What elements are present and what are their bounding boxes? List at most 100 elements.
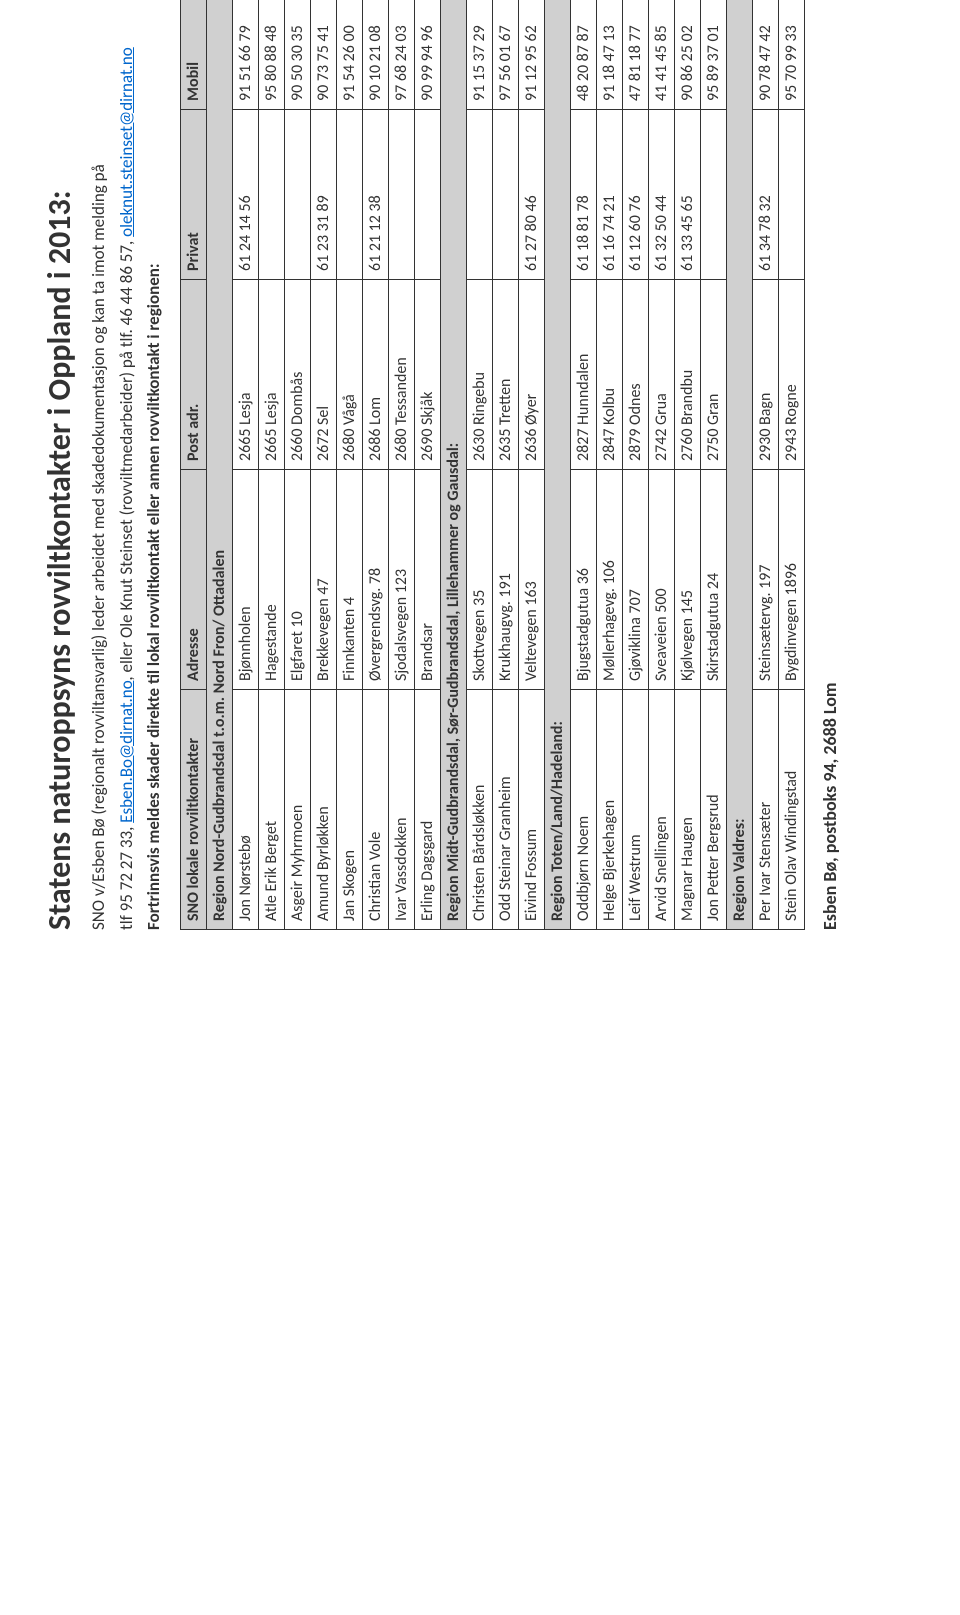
cell-name: Jan Skogen <box>336 690 362 930</box>
cell-mob: 90 10 21 08 <box>362 0 388 110</box>
cell-post: 2665 Lesja <box>258 280 284 470</box>
cell-name: Leif Westrum <box>622 690 648 930</box>
cell-name: Helge Bjerkehagen <box>596 690 622 930</box>
table-row: Christen BårdsløkkenSkottvegen 352630 Ri… <box>466 0 492 930</box>
cell-name: Odd Steinar Granheim <box>492 690 518 930</box>
cell-priv: 61 16 74 21 <box>596 110 622 280</box>
cell-post: 2660 Dombås <box>284 280 310 470</box>
cell-addr: Hagestande <box>258 470 284 690</box>
cell-name: Erling Dagsgard <box>414 690 440 930</box>
cell-mob: 41 41 45 85 <box>648 0 674 110</box>
table-row: Ivar VassdokkenSjodalsvegen 1232680 Tess… <box>388 0 414 930</box>
cell-name: Arvid Snellingen <box>648 690 674 930</box>
cell-mob: 97 68 24 03 <box>388 0 414 110</box>
cell-mob: 91 51 66 79 <box>232 0 258 110</box>
cell-priv: 61 34 78 32 <box>752 110 778 280</box>
region-header-row: Region Valdres: <box>726 0 752 930</box>
cell-post: 2636 Øyer <box>518 280 544 470</box>
region-header-row: Region Toten/Land/Hadeland: <box>544 0 570 930</box>
region-label: Region Midt-Gudbrandsdal, Sør-Gudbrandsd… <box>440 0 466 930</box>
cell-addr: Skottvegen 35 <box>466 470 492 690</box>
col-header-addr: Adresse <box>180 470 206 690</box>
cell-name: Eivind Fossum <box>518 690 544 930</box>
cell-post: 2930 Bagn <box>752 280 778 470</box>
table-header-row: SNO lokale rovviltkontakter Adresse Post… <box>180 0 206 930</box>
cell-post: 2630 Ringebu <box>466 280 492 470</box>
cell-addr: Finnkanten 4 <box>336 470 362 690</box>
cell-mob: 90 99 94 96 <box>414 0 440 110</box>
table-row: Jon Petter BergsrudSkirstadgutua 242750 … <box>700 0 726 930</box>
intro-text-b: , eller Ole Knut Steinset (rovviltmedarb… <box>116 237 137 681</box>
cell-mob: 48 20 87 87 <box>570 0 596 110</box>
cell-priv: 61 27 80 46 <box>518 110 544 280</box>
cell-post: 2750 Gran <box>700 280 726 470</box>
cell-mob: 47 81 18 77 <box>622 0 648 110</box>
table-row: Leif WestrumGjøviklina 7072879 Odnes61 1… <box>622 0 648 930</box>
table-row: Stein Olav WindingstadBygdinvegen 189629… <box>778 0 804 930</box>
cell-addr: Krukhaugvg. 191 <box>492 470 518 690</box>
cell-priv <box>388 110 414 280</box>
cell-post: 2680 Vågå <box>336 280 362 470</box>
cell-priv <box>414 110 440 280</box>
table-row: Arvid SnellingenSveaveien 5002742 Grua61… <box>648 0 674 930</box>
col-header-priv: Privat <box>180 110 206 280</box>
cell-addr: Steinsætervg. 197 <box>752 470 778 690</box>
table-row: Jan SkogenFinnkanten 42680 Vågå 91 54 26 … <box>336 0 362 930</box>
cell-post: 2690 Skjåk <box>414 280 440 470</box>
table-row: Eivind FossumVeltevegen 1632636 Øyer61 2… <box>518 0 544 930</box>
region-label: Region Valdres: <box>726 0 752 930</box>
col-header-mob: Mobil <box>180 0 206 110</box>
cell-post: 2760 Brandbu <box>674 280 700 470</box>
cell-mob: 91 18 47 13 <box>596 0 622 110</box>
cell-post: 2686 Lom <box>362 280 388 470</box>
cell-priv <box>336 110 362 280</box>
contacts-table: SNO lokale rovviltkontakter Adresse Post… <box>180 0 805 930</box>
cell-name: Oddbjørn Noem <box>570 690 596 930</box>
table-row: Helge BjerkehagenMøllerhagevg. 1062847 K… <box>596 0 622 930</box>
table-row: Christian VoleØvergrendsvg. 782686 Lom61… <box>362 0 388 930</box>
cell-priv: 61 32 50 44 <box>648 110 674 280</box>
cell-mob: 95 89 37 01 <box>700 0 726 110</box>
cell-addr: Brandsar <box>414 470 440 690</box>
cell-post: 2635 Tretten <box>492 280 518 470</box>
cell-name: Ivar Vassdokken <box>388 690 414 930</box>
cell-addr: Sjodalsvegen 123 <box>388 470 414 690</box>
cell-priv <box>778 110 804 280</box>
cell-mob: 91 54 26 00 <box>336 0 362 110</box>
cell-mob: 97 56 01 67 <box>492 0 518 110</box>
region-header-row: Region Nord-Gudbrandsdal t.o.m. Nord Fro… <box>206 0 232 930</box>
cell-priv: 61 33 45 65 <box>674 110 700 280</box>
cell-mob: 90 78 47 42 <box>752 0 778 110</box>
region-header-row: Region Midt-Gudbrandsdal, Sør-Gudbrandsd… <box>440 0 466 930</box>
footer: Esben Bø, postboks 94, 2688 Lom Ole Knut… <box>819 0 841 930</box>
cell-name: Stein Olav Windingstad <box>778 690 804 930</box>
cell-name: Magnar Haugen <box>674 690 700 930</box>
cell-addr: Brekkevegen 47 <box>310 470 336 690</box>
intro-email-1[interactable]: Esben.Bo@dirnat.no <box>116 681 137 823</box>
cell-priv <box>258 110 284 280</box>
region-label: Region Toten/Land/Hadeland: <box>544 0 570 930</box>
cell-mob: 95 70 99 33 <box>778 0 804 110</box>
cell-mob: 91 15 37 29 <box>466 0 492 110</box>
cell-mob: 91 12 95 62 <box>518 0 544 110</box>
cell-priv <box>284 110 310 280</box>
cell-addr: Møllerhagevg. 106 <box>596 470 622 690</box>
table-row: Magnar HaugenKjølvegen 1452760 Brandbu61… <box>674 0 700 930</box>
intro-email-2[interactable]: oleknut.steinset@dirnat.no <box>116 47 137 237</box>
cell-mob: 90 73 75 41 <box>310 0 336 110</box>
cell-post: 2943 Rogne <box>778 280 804 470</box>
table-row: Atle Erik BergetHagestande2665 Lesja95 8… <box>258 0 284 930</box>
footer-left: Esben Bø, postboks 94, 2688 Lom <box>819 682 841 930</box>
cell-mob: 90 86 25 02 <box>674 0 700 110</box>
cell-name: Jon Petter Bergsrud <box>700 690 726 930</box>
table-row: Asgeir MyhrmoenElgfaret 102660 Dombås90 … <box>284 0 310 930</box>
cell-name: Jon Nørstebø <box>232 690 258 930</box>
cell-priv <box>492 110 518 280</box>
intro-bold-line: Fortrinnsvis meldes skader direkte til l… <box>143 0 164 930</box>
cell-addr: Øvergrendsvg. 78 <box>362 470 388 690</box>
col-header-post: Post adr. <box>180 280 206 470</box>
table-row: Jon NørstebøBjønnholen2665 Lesja61 24 14… <box>232 0 258 930</box>
cell-addr: Kjølvegen 145 <box>674 470 700 690</box>
cell-addr: Bygdinvegen 1896 <box>778 470 804 690</box>
cell-priv: 61 23 31 89 <box>310 110 336 280</box>
